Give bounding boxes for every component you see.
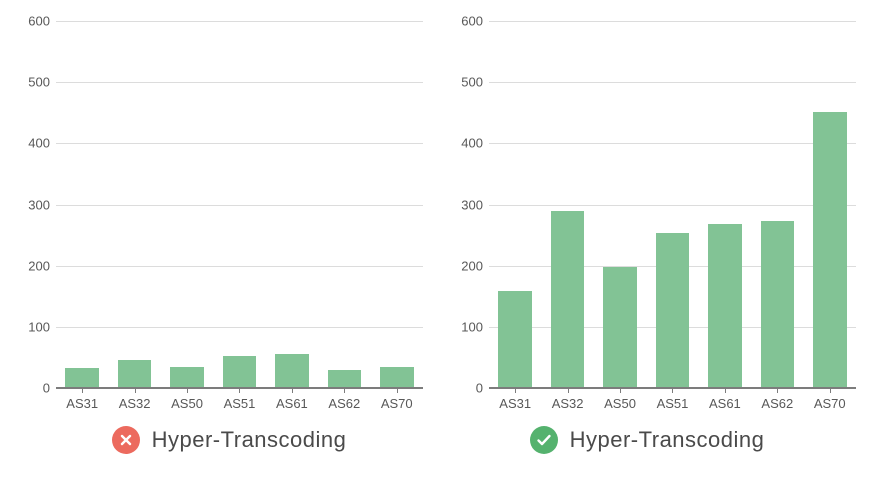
- legends-row: Hyper-Transcoding Hyper-Transcoding: [20, 426, 856, 454]
- y-tick-label: 200: [28, 258, 50, 273]
- chart-right: 0100200300400500600 AS31AS32AS50AS51AS61…: [453, 20, 856, 420]
- x-tick-label: AS31: [56, 388, 108, 420]
- bar: [118, 360, 152, 388]
- legend-right-label: Hyper-Transcoding: [570, 427, 765, 453]
- legend-right: Hyper-Transcoding: [438, 426, 856, 454]
- x-tick-label: AS70: [371, 388, 423, 420]
- chart-left: 0100200300400500600 AS31AS32AS50AS51AS61…: [20, 20, 423, 420]
- y-tick-label: 300: [461, 197, 483, 212]
- y-tick-label: 300: [28, 197, 50, 212]
- bar: [551, 211, 585, 388]
- x-tick-label: AS61: [266, 388, 318, 420]
- x-tick-label: AS31: [489, 388, 541, 420]
- legend-left-label: Hyper-Transcoding: [152, 427, 347, 453]
- bar-slot: [318, 21, 370, 388]
- bar: [65, 368, 99, 388]
- y-tick-label: 500: [28, 75, 50, 90]
- bar: [761, 221, 795, 388]
- bar-slot: [371, 21, 423, 388]
- bar-slot: [699, 21, 751, 388]
- charts-row: 0100200300400500600 AS31AS32AS50AS51AS61…: [20, 20, 856, 420]
- x-tick-label: AS62: [318, 388, 370, 420]
- y-tick-label: 400: [28, 136, 50, 151]
- y-tick-label: 200: [461, 258, 483, 273]
- x-tick-label: AS51: [213, 388, 265, 420]
- bar-slot: [161, 21, 213, 388]
- bar: [656, 233, 690, 388]
- x-axis-right: AS31AS32AS50AS51AS61AS62AS70: [489, 388, 856, 420]
- bar: [380, 367, 414, 388]
- bar: [328, 370, 362, 388]
- bar: [603, 267, 637, 388]
- x-tick-label: AS50: [161, 388, 213, 420]
- legend-left: Hyper-Transcoding: [20, 426, 438, 454]
- x-tick-label: AS70: [804, 388, 856, 420]
- y-tick-label: 0: [476, 381, 483, 396]
- bar-slot: [213, 21, 265, 388]
- cross-icon: [112, 426, 140, 454]
- bars-left: [56, 21, 423, 388]
- bar: [813, 112, 847, 388]
- bar: [708, 224, 742, 388]
- x-tick-label: AS61: [699, 388, 751, 420]
- y-tick-label: 100: [28, 319, 50, 334]
- bar-slot: [541, 21, 593, 388]
- bar-slot: [489, 21, 541, 388]
- bar: [170, 367, 204, 388]
- bar-slot: [56, 21, 108, 388]
- bar-slot: [751, 21, 803, 388]
- x-tick-label: AS62: [751, 388, 803, 420]
- y-axis-right: 0100200300400500600: [453, 21, 489, 388]
- x-tick-label: AS51: [646, 388, 698, 420]
- y-tick-label: 100: [461, 319, 483, 334]
- bar: [223, 356, 257, 388]
- x-tick-label: AS50: [594, 388, 646, 420]
- bar-slot: [804, 21, 856, 388]
- figure-root: 0100200300400500600 AS31AS32AS50AS51AS61…: [0, 0, 876, 500]
- bar-slot: [594, 21, 646, 388]
- y-tick-label: 0: [43, 381, 50, 396]
- bar: [498, 291, 532, 388]
- check-icon: [530, 426, 558, 454]
- plot-area-right: 0100200300400500600: [453, 20, 856, 388]
- x-axis-left: AS31AS32AS50AS51AS61AS62AS70: [56, 388, 423, 420]
- y-tick-label: 500: [461, 75, 483, 90]
- y-tick-label: 400: [461, 136, 483, 151]
- bar: [275, 354, 309, 388]
- bar-slot: [266, 21, 318, 388]
- bars-right: [489, 21, 856, 388]
- y-axis-left: 0100200300400500600: [20, 21, 56, 388]
- y-tick-label: 600: [461, 14, 483, 29]
- x-tick-label: AS32: [108, 388, 160, 420]
- bar-slot: [646, 21, 698, 388]
- x-tick-label: AS32: [541, 388, 593, 420]
- plot-area-left: 0100200300400500600: [20, 20, 423, 388]
- y-tick-label: 600: [28, 14, 50, 29]
- bar-slot: [108, 21, 160, 388]
